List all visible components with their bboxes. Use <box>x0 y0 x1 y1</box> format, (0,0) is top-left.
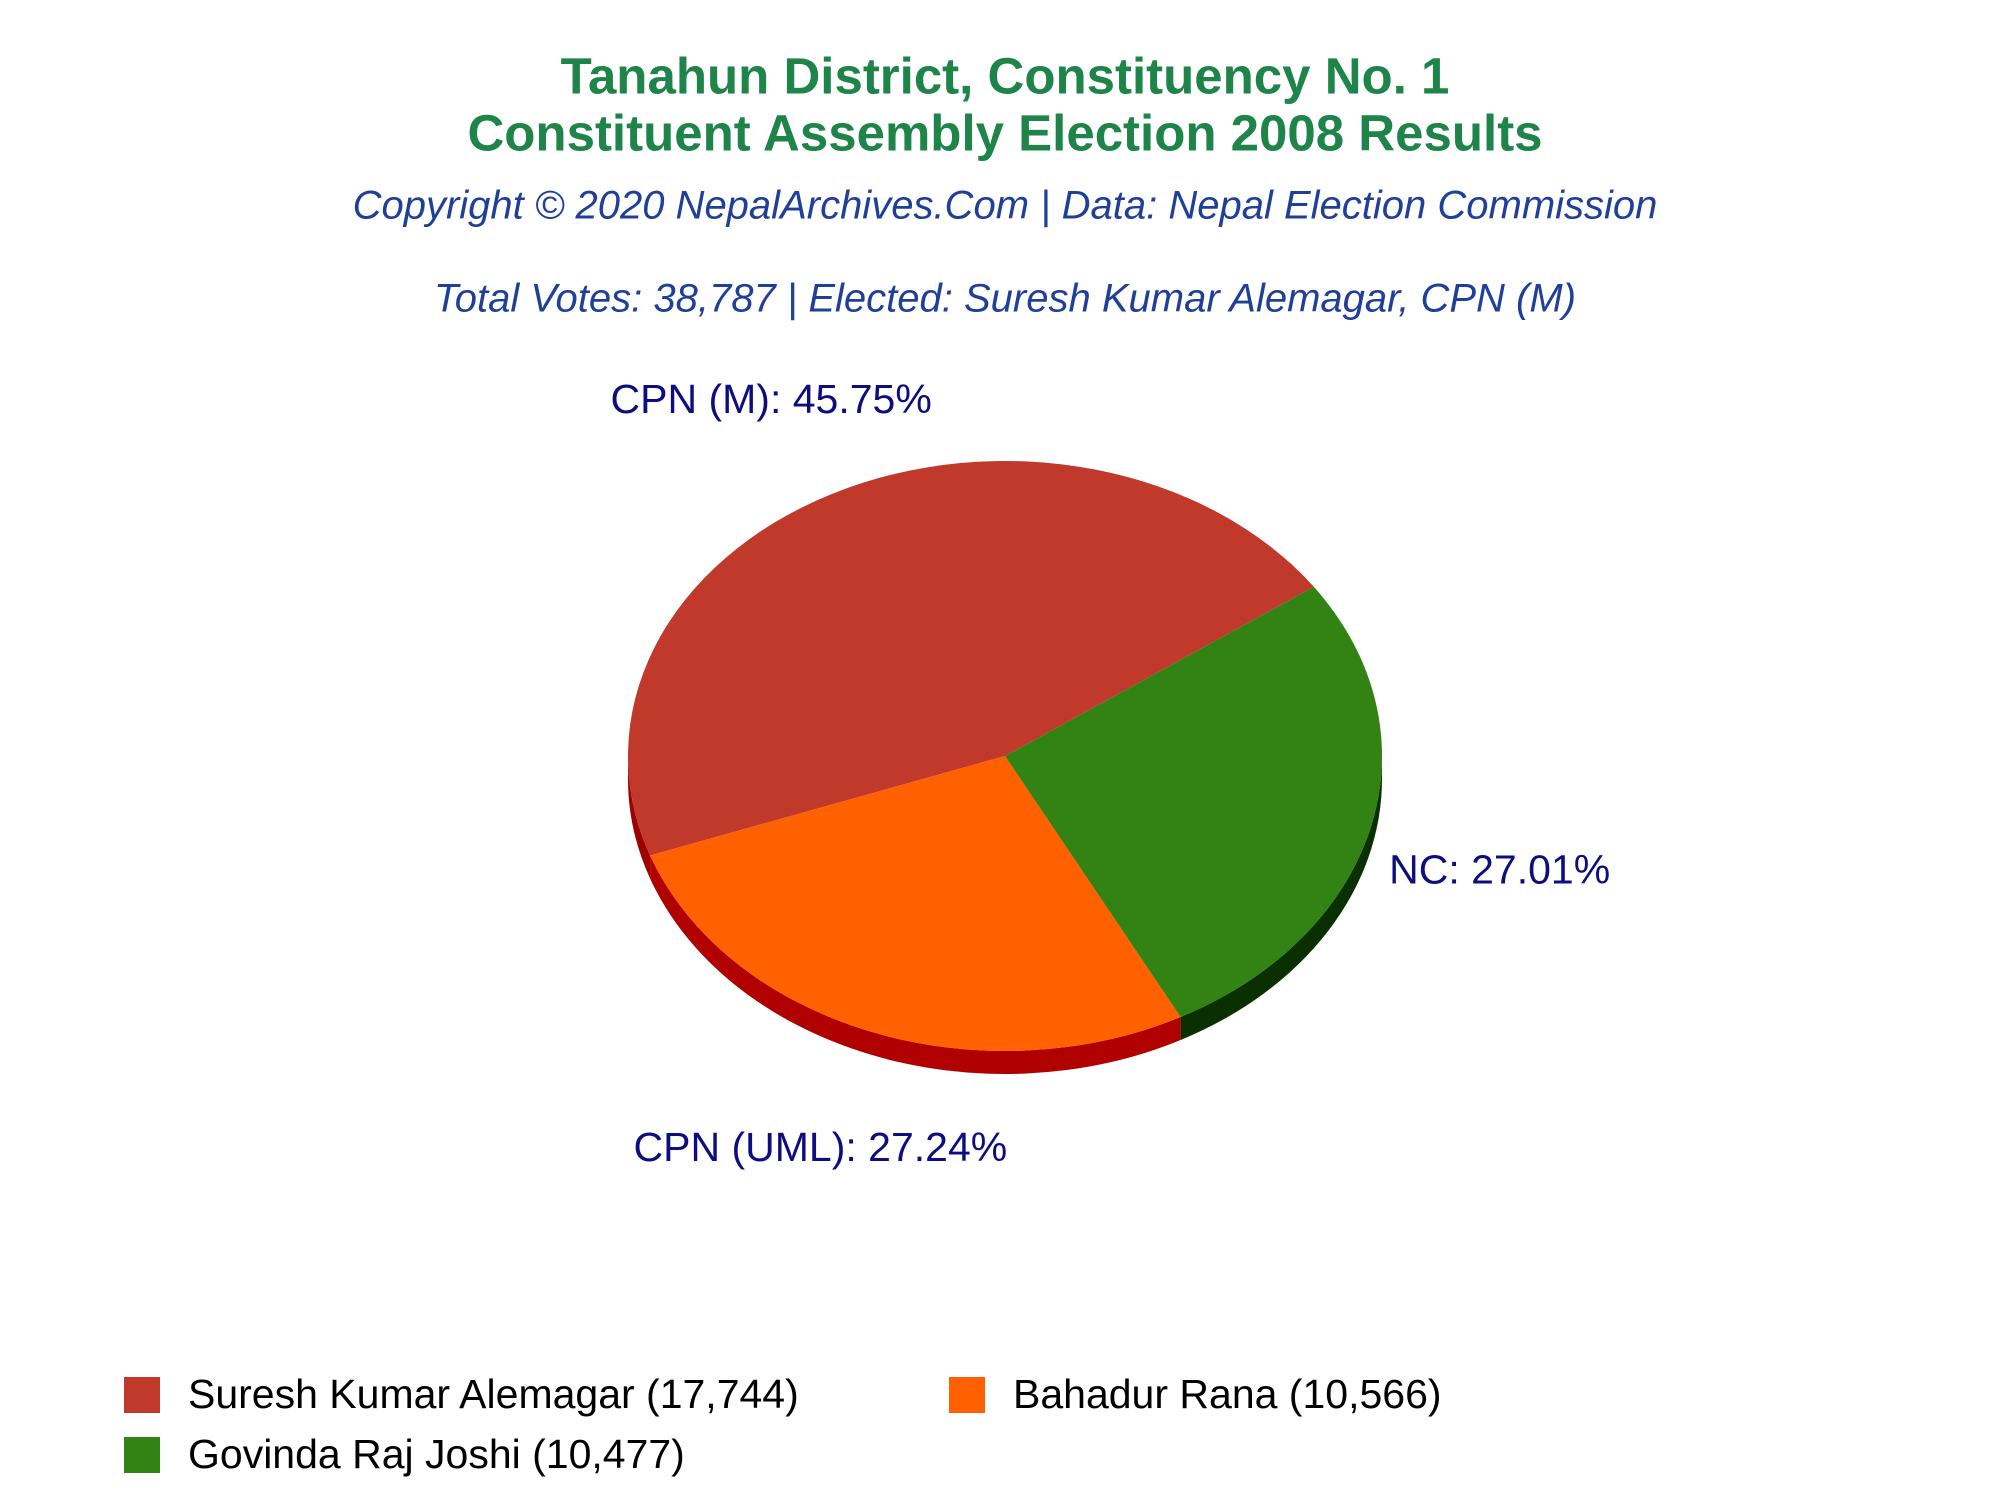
slice <box>1005 586 1383 1018</box>
slice-label: CPN (UML): 27.24% <box>634 1124 1008 1170</box>
legend-label: Suresh Kumar Alemagar (17,744) <box>188 1371 799 1417</box>
chart-title: Constituent Assembly Election 2008 Resul… <box>467 104 1542 161</box>
legend-label: Bahadur Rana (10,566) <box>1013 1371 1442 1417</box>
slice-label: CPN (M): 45.75% <box>611 376 932 422</box>
chart-subtitle: Total Votes: 38,787 | Elected: Suresh Ku… <box>434 277 1576 321</box>
legend-swatch <box>124 1437 160 1473</box>
slice <box>650 756 1181 1051</box>
slice-side <box>1180 756 1382 1041</box>
chart-title: Tanahun District, Constituency No. 1 <box>561 47 1450 104</box>
legend-swatch <box>949 1377 985 1413</box>
legend-swatch <box>124 1377 160 1413</box>
chart-subtitle: Copyright © 2020 NepalArchives.Com | Dat… <box>353 184 1658 228</box>
slice <box>628 460 1314 856</box>
slice-label: NC: 27.01% <box>1389 847 1610 893</box>
slice-side <box>650 855 1181 1074</box>
legend-label: Govinda Raj Joshi (10,477) <box>188 1431 685 1477</box>
slice-side <box>628 756 651 879</box>
